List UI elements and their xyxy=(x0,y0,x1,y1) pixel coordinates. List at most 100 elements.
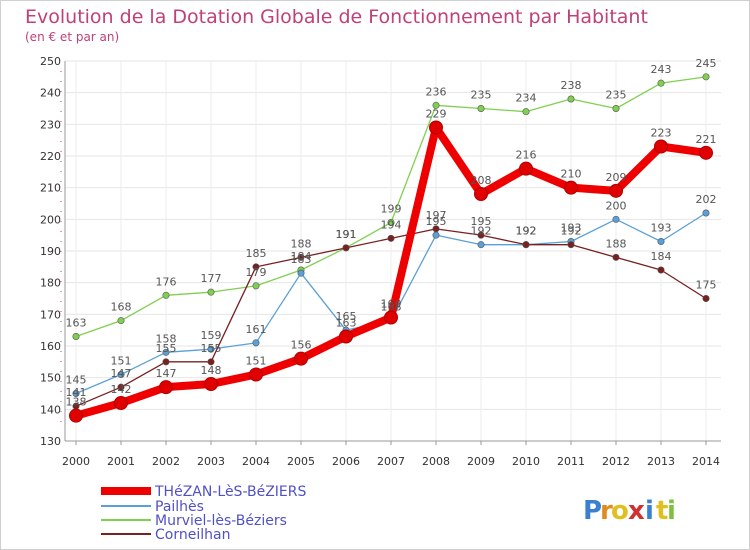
data-label: 177 xyxy=(201,272,222,285)
data-label: 191 xyxy=(336,228,357,241)
data-label: 243 xyxy=(651,63,672,76)
series-point-0 xyxy=(429,120,443,135)
y-tick-label: 220 xyxy=(40,150,61,163)
data-label: 169 xyxy=(381,298,402,311)
axes: 130 140 150 160 170 180 190 200 210 220 230 240 250 2… xyxy=(40,55,721,468)
data-label: 151 xyxy=(246,355,267,368)
data-label: 163 xyxy=(66,317,87,330)
y-tick-label: 210 xyxy=(40,182,61,195)
data-label: 238 xyxy=(561,79,582,92)
series-point-1 xyxy=(612,215,620,223)
data-label: 192 xyxy=(471,225,492,238)
data-label: 179 xyxy=(246,266,267,279)
series-point-1 xyxy=(72,389,80,397)
y-tick-label: 240 xyxy=(40,87,61,100)
y-tick-label: 180 xyxy=(40,277,61,290)
series-point-0 xyxy=(339,329,353,344)
y-tick-label: 130 xyxy=(40,435,61,448)
data-label: 185 xyxy=(246,247,267,260)
x-tick-label: 2012 xyxy=(602,455,630,468)
legend-label: THéZAN-LèS-BéZIERS xyxy=(154,484,307,500)
y-tick-label: 170 xyxy=(40,308,61,321)
logo-letter: P xyxy=(583,496,602,526)
logo-letter: i xyxy=(645,496,654,526)
data-label: 175 xyxy=(696,279,717,292)
x-tick-label: 2000 xyxy=(62,455,90,468)
data-label: 184 xyxy=(291,250,312,263)
data-label: 141 xyxy=(66,386,87,399)
x-tick-label: 2003 xyxy=(197,455,225,468)
series-point-3 xyxy=(162,358,170,366)
series-point-3 xyxy=(207,358,215,366)
logo-letter: x xyxy=(628,496,645,526)
data-label: 191 xyxy=(336,228,357,241)
series-point-2 xyxy=(252,282,260,290)
series-point-0 xyxy=(69,408,83,423)
series-point-2 xyxy=(612,105,620,113)
series-point-3 xyxy=(657,266,665,274)
data-label: 188 xyxy=(606,237,627,250)
data-label: 148 xyxy=(201,364,222,377)
data-label: 192 xyxy=(516,225,537,238)
y-tick-label: 250 xyxy=(40,55,61,68)
data-label: 221 xyxy=(696,133,717,146)
x-tick-label: 2008 xyxy=(422,455,450,468)
series-point-3 xyxy=(522,241,530,249)
series-point-0 xyxy=(519,161,533,176)
data-label: 193 xyxy=(651,222,672,235)
series-point-0 xyxy=(564,180,578,195)
y-tick-label: 160 xyxy=(40,340,61,353)
series-point-2 xyxy=(72,332,80,340)
data-label: 200 xyxy=(606,199,627,212)
data-label: 202 xyxy=(696,193,717,206)
data-label: 145 xyxy=(66,374,87,387)
data-label: 163 xyxy=(336,317,357,330)
series-point-3 xyxy=(252,263,260,271)
legend: THéZAN-LèS-BéZIERSPailhèsMurviel-lès-Béz… xyxy=(101,484,307,543)
series-point-1 xyxy=(657,238,665,246)
series-point-2 xyxy=(657,79,665,87)
series-point-3 xyxy=(612,253,620,261)
series-point-1 xyxy=(477,241,485,249)
data-labels: 138 142 147 148 151 156 163 169 229 208 216 210 209 2… xyxy=(66,57,717,409)
data-label: 236 xyxy=(426,85,447,98)
series-point-1 xyxy=(207,345,215,353)
x-tick-label: 2014 xyxy=(692,455,720,468)
x-tick-label: 2001 xyxy=(107,455,135,468)
series-point-1 xyxy=(702,209,710,217)
data-label: 195 xyxy=(426,215,447,228)
series-point-0 xyxy=(249,367,263,382)
series-point-0 xyxy=(114,396,128,410)
series-point-0 xyxy=(654,139,668,154)
legend-label: Corneilhan xyxy=(155,527,230,543)
data-label: 195 xyxy=(471,215,492,228)
series-point-3 xyxy=(702,294,710,302)
data-label: 159 xyxy=(201,329,222,342)
series-point-2 xyxy=(162,291,170,299)
data-label: 229 xyxy=(426,108,447,121)
data-label: 223 xyxy=(651,127,672,140)
logo-letter: t xyxy=(656,496,668,526)
series-lines xyxy=(69,73,713,423)
data-label: 138 xyxy=(66,396,87,409)
x-tick-label: 2009 xyxy=(467,455,495,468)
series-point-2 xyxy=(567,95,575,103)
y-tick-label: 230 xyxy=(40,118,61,131)
series-point-0 xyxy=(204,377,218,391)
data-label: 151 xyxy=(111,355,132,368)
series-point-0 xyxy=(474,187,488,201)
series-point-2 xyxy=(207,288,215,296)
logo-letter: r xyxy=(600,496,613,526)
grid-lines xyxy=(65,60,721,442)
data-label: 199 xyxy=(381,203,402,216)
data-label: 197 xyxy=(426,209,447,222)
data-label: 183 xyxy=(291,253,312,266)
data-label: 235 xyxy=(471,89,492,102)
data-label: 165 xyxy=(336,310,357,323)
series-point-1 xyxy=(162,348,170,356)
y-tick-label: 140 xyxy=(40,403,61,416)
proxiti-logo: Pro x i ti xyxy=(583,496,676,526)
data-label: 188 xyxy=(291,237,312,250)
data-label: 147 xyxy=(111,367,132,380)
